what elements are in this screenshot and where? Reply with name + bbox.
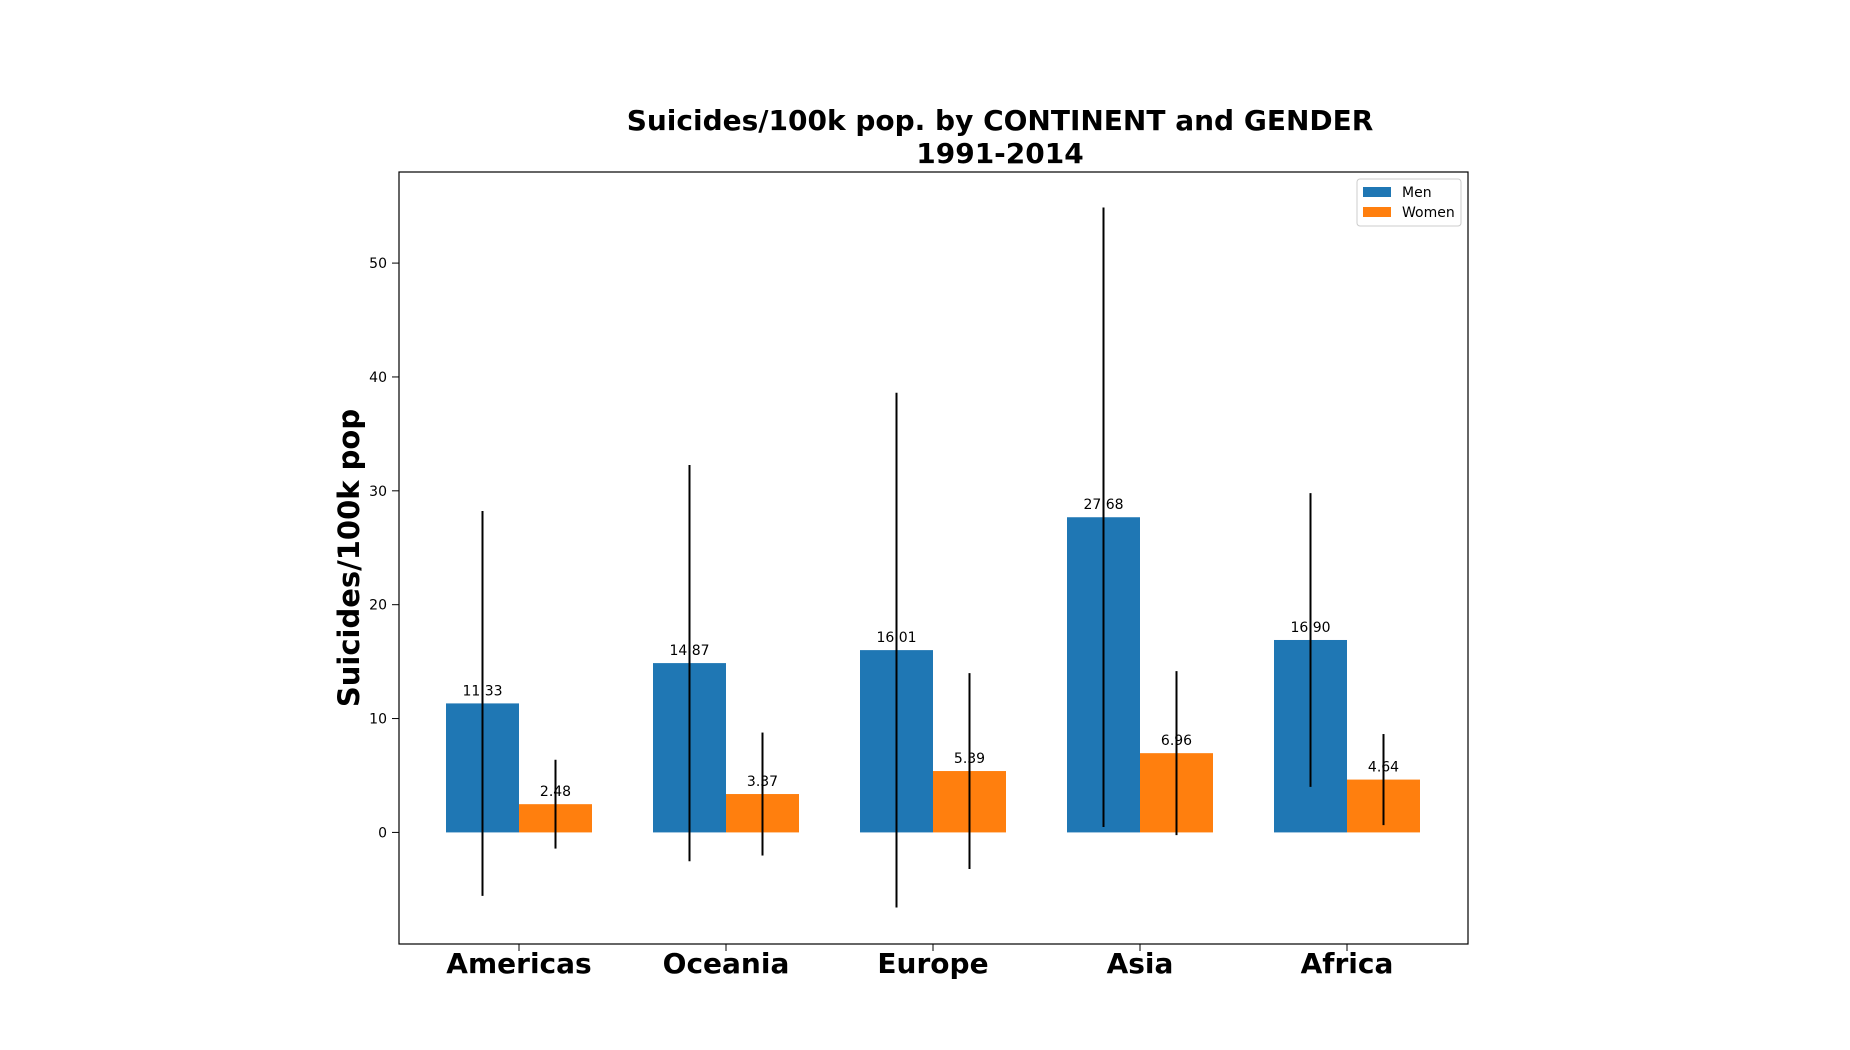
y-tick-label: 50 <box>369 256 387 272</box>
y-axis-label: Suicides/100k pop <box>332 409 366 707</box>
value-label-men-africa: 16.90 <box>1290 620 1330 636</box>
x-tick-label: Oceania <box>663 947 790 980</box>
value-label-men-americas: 11.33 <box>462 683 502 699</box>
value-label-women-oceania: 3.37 <box>747 774 778 790</box>
y-tick-label: 0 <box>378 825 387 841</box>
x-tick-label: Americas <box>446 947 591 980</box>
value-label-women-asia: 6.96 <box>1161 733 1192 749</box>
chart-title: Suicides/100k pop. by CONTINENT and GEND… <box>627 104 1374 137</box>
chart-subtitle: 1991-2014 <box>916 137 1083 170</box>
plot-area: 11.33 14.87 16.01 27.68 16.90 2.48 3.37 5.39 6.9… <box>369 171 1469 980</box>
value-label-women-americas: 2.48 <box>540 784 571 800</box>
value-label-men-europe: 16.01 <box>876 630 916 646</box>
y-tick-label: 10 <box>369 712 387 728</box>
y-tick-label: 40 <box>369 370 387 386</box>
legend-swatch-women <box>1363 207 1391 217</box>
y-tick-label: 20 <box>369 598 387 614</box>
legend-label-men: Men <box>1402 185 1432 201</box>
legend-label-women: Women <box>1402 205 1455 221</box>
value-label-women-africa: 4.64 <box>1368 760 1399 776</box>
value-label-men-asia: 27.68 <box>1083 497 1123 513</box>
value-label-women-europe: 5.39 <box>954 751 985 767</box>
x-tick-label: Asia <box>1107 947 1174 980</box>
x-tick-label: Africa <box>1301 947 1394 980</box>
legend-swatch-men <box>1363 187 1391 197</box>
y-tick-label: 30 <box>369 484 387 500</box>
value-label-men-oceania: 14.87 <box>669 643 709 659</box>
x-tick-label: Europe <box>877 947 988 980</box>
